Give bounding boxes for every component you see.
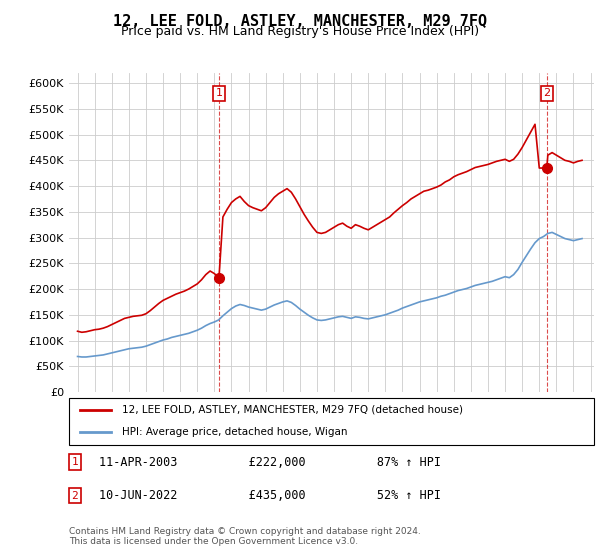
Text: Contains HM Land Registry data © Crown copyright and database right 2024.
This d: Contains HM Land Registry data © Crown c… bbox=[69, 526, 421, 546]
Text: 2: 2 bbox=[71, 491, 79, 501]
Text: 10-JUN-2022          £435,000          52% ↑ HPI: 10-JUN-2022 £435,000 52% ↑ HPI bbox=[99, 489, 441, 502]
FancyBboxPatch shape bbox=[69, 398, 594, 445]
Text: 12, LEE FOLD, ASTLEY, MANCHESTER, M29 7FQ (detached house): 12, LEE FOLD, ASTLEY, MANCHESTER, M29 7F… bbox=[121, 404, 463, 414]
Text: 12, LEE FOLD, ASTLEY, MANCHESTER, M29 7FQ: 12, LEE FOLD, ASTLEY, MANCHESTER, M29 7F… bbox=[113, 14, 487, 29]
Text: HPI: Average price, detached house, Wigan: HPI: Average price, detached house, Wiga… bbox=[121, 427, 347, 437]
Text: 1: 1 bbox=[215, 88, 223, 99]
Text: 2: 2 bbox=[543, 88, 550, 99]
Text: 11-APR-2003          £222,000          87% ↑ HPI: 11-APR-2003 £222,000 87% ↑ HPI bbox=[99, 455, 441, 469]
Text: 1: 1 bbox=[71, 457, 79, 467]
Text: Price paid vs. HM Land Registry's House Price Index (HPI): Price paid vs. HM Land Registry's House … bbox=[121, 25, 479, 38]
